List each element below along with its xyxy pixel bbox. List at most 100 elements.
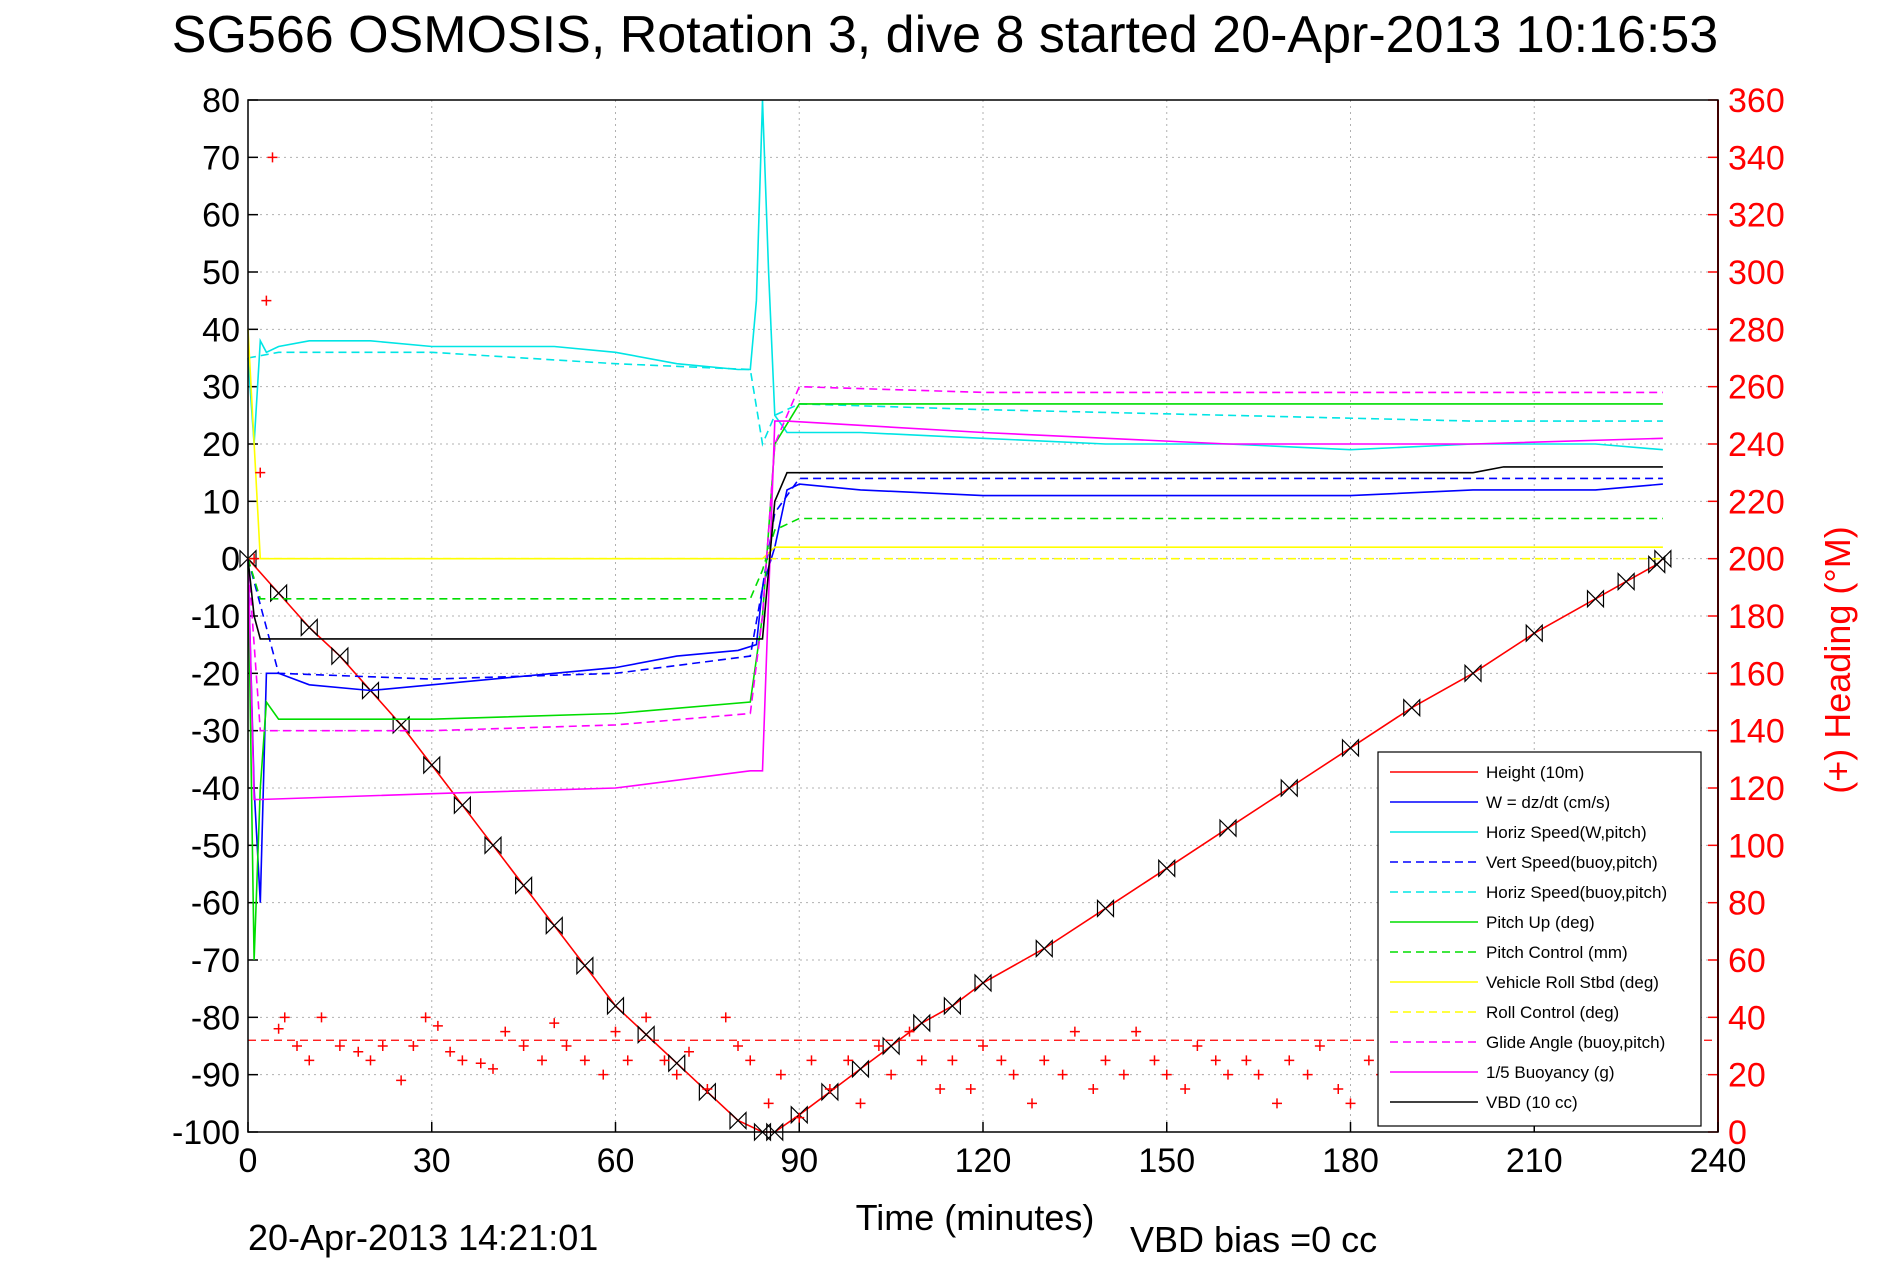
heading-point <box>334 1041 345 1051</box>
heading-point <box>1284 1055 1295 1066</box>
heading-point <box>1180 1084 1191 1094</box>
heading-point <box>935 1084 946 1094</box>
y-right-tick-label: 220 <box>1728 483 1785 521</box>
legend-entry: Horiz Speed(buoy,pitch) <box>1486 883 1667 902</box>
legend-entry: Vehicle Roll Stbd (deg) <box>1486 973 1659 992</box>
heading-point <box>273 1023 284 1034</box>
heading-point <box>1131 1026 1142 1037</box>
heading-point <box>1161 1069 1172 1080</box>
heading-point <box>1314 1041 1325 1051</box>
y-right-tick-label: 80 <box>1728 885 1766 923</box>
x-tick-label: 120 <box>955 1142 1012 1180</box>
heading-point <box>996 1055 1007 1066</box>
y-tick-label: 20 <box>202 426 240 464</box>
plot-frame <box>247 99 1719 1133</box>
footer-timestamp: 20-Apr-2013 14:21:01 <box>248 1217 598 1258</box>
legend-entry: Roll Control (deg) <box>1486 1003 1619 1022</box>
height-marker <box>974 973 992 993</box>
heading-point <box>1272 1098 1282 1109</box>
x-tick-label: 210 <box>1506 1142 1563 1180</box>
legend-box <box>1377 751 1702 1127</box>
heading-point <box>279 1012 290 1023</box>
heading-point <box>261 295 272 306</box>
height-marker <box>821 1082 839 1102</box>
y-tick-label: -30 <box>191 713 240 751</box>
heading-point <box>1100 1055 1111 1066</box>
y-tick-label: -80 <box>191 999 240 1037</box>
heading-point <box>537 1055 547 1066</box>
heading-point <box>304 1055 315 1066</box>
y-right-tick-label: 360 <box>1728 82 1785 120</box>
y-tick-label: -70 <box>191 942 240 980</box>
heading-point <box>549 1018 560 1029</box>
height-marker <box>1403 698 1421 718</box>
heading-point <box>316 1012 327 1023</box>
series-layer <box>239 99 1672 1142</box>
y-tick-label: 70 <box>202 139 240 177</box>
y-right-tick-label: 280 <box>1728 311 1785 349</box>
y-tick-label: 10 <box>202 483 240 521</box>
legend-entry: Pitch Up (deg) <box>1486 913 1595 932</box>
heading-point <box>947 1055 958 1066</box>
height-marker <box>1158 858 1176 878</box>
heading-point <box>659 1055 670 1066</box>
series-line-2 <box>247 99 1663 451</box>
height-marker <box>1617 572 1635 592</box>
height-marker <box>698 1082 716 1102</box>
heading-point <box>475 1058 486 1069</box>
heading-point <box>1345 1098 1356 1109</box>
y-right-tick-label: 60 <box>1728 942 1766 980</box>
heading-point <box>420 1012 431 1023</box>
footer-vbd-bias: VBD bias =0 cc <box>1130 1219 1377 1260</box>
heading-point <box>855 1098 866 1109</box>
heading-point <box>824 1084 835 1094</box>
height-marker <box>1035 939 1053 958</box>
height-marker <box>1219 818 1237 838</box>
heading-point <box>1333 1084 1344 1094</box>
heading-point <box>684 1046 694 1057</box>
heading-point <box>396 1075 407 1086</box>
height-marker <box>606 996 625 1016</box>
height-marker <box>1586 589 1605 609</box>
legend-entry: Glide Angle (buoy,pitch) <box>1486 1033 1665 1052</box>
y-right-tick-label: 240 <box>1728 426 1785 464</box>
series-line-1 <box>247 483 1663 903</box>
height-marker <box>753 1122 772 1142</box>
height-marker <box>1280 778 1298 798</box>
x-axis: 0 30 60 90 120 150 180 210 240 <box>239 1122 1746 1180</box>
y-tick-label: -90 <box>191 1057 240 1095</box>
legend-entry: VBD (10 cc) <box>1486 1093 1578 1112</box>
y-tick-label: 60 <box>202 197 240 235</box>
y-right-tick-label: 160 <box>1728 655 1785 693</box>
heading-point <box>377 1041 388 1051</box>
heading-point <box>886 1069 897 1080</box>
height-marker <box>1654 549 1672 569</box>
heading-point <box>916 1055 927 1066</box>
y-right-tick-label: 260 <box>1728 369 1785 407</box>
height-marker <box>576 956 594 976</box>
height-marker <box>392 715 410 735</box>
x-tick-label: 60 <box>597 1142 635 1180</box>
y-axis-left: 80 70 60 50 40 30 20 10 0 -10 -20 -30 -40 -50 -60 -70 -8… <box>172 82 258 1152</box>
legend: Height (10m) W = dz/dt (cm/s) Horiz Speed(… <box>1377 751 1702 1127</box>
y-tick-label: -60 <box>191 885 240 923</box>
series-line-5 <box>247 403 1663 961</box>
heading-point <box>292 1041 302 1051</box>
y-right-tick-label: 120 <box>1728 770 1785 808</box>
height-marker <box>766 1122 784 1142</box>
heading-point <box>641 1012 652 1023</box>
legend-entry: Horiz Speed(W,pitch) <box>1486 823 1647 842</box>
heading-point <box>255 467 266 478</box>
x-tick-label: 180 <box>1322 1142 1379 1180</box>
x-tick-label: 90 <box>780 1142 818 1180</box>
x-tick-label: 0 <box>239 1142 258 1180</box>
height-marker <box>545 916 563 936</box>
height-marker <box>1096 898 1115 918</box>
y-tick-label: 30 <box>202 369 240 407</box>
y-right-tick-label: 340 <box>1728 139 1785 177</box>
heading-point <box>745 1055 756 1066</box>
y-right-tick-label: 0 <box>1728 1114 1747 1152</box>
x-axis-label: Time (minutes) <box>856 1197 1095 1238</box>
y-tick-label: 50 <box>202 254 240 292</box>
